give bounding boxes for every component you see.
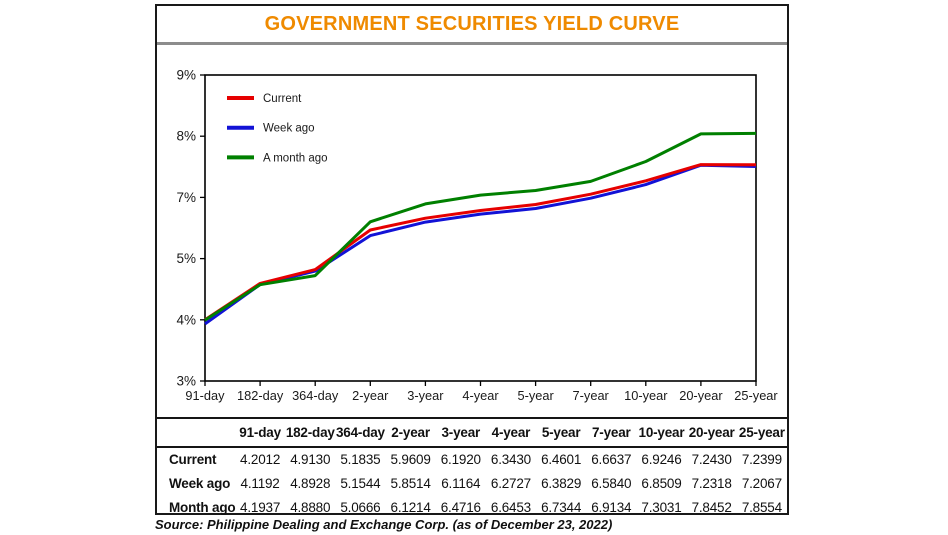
table-cell: 6.8509 [641,475,682,491]
data-table: 91-day 182-day 364-day 2-year 3-year 4-year 5-… [157,417,787,519]
table-cell: 5.8514 [390,475,431,491]
source-note: Source: Philippine Dealing and Exchange … [155,517,613,532]
table-cell: 6.2727 [490,475,531,491]
x-axis-label: 10-year [624,388,668,403]
table-cell: 6.9134 [591,499,632,515]
table-header-cell [157,418,235,448]
title-separator [157,42,787,45]
series-line-week-ago [204,163,757,326]
table-header-cell: 364-day [335,418,386,448]
table-cell: 4.1192 [240,475,280,491]
table-header-row: 91-day 182-day 364-day 2-year 3-year 4-year 5-… [157,418,787,448]
table-cell: 7.2318 [691,475,732,491]
table-cell: 5.1835 [340,452,381,467]
table-cell: 6.4716 [440,499,481,515]
plot-area-border [204,74,757,382]
y-axis-label: 4% [176,312,196,327]
table-cell: 6.1164 [441,475,481,491]
series-line-current [204,163,757,321]
y-axis-label: 5% [176,251,196,266]
table-cell: 6.5840 [591,475,632,491]
table-cell: 4.2012 [240,452,281,467]
x-axis-label: 20-year [679,388,723,403]
table-header-cell: 7-year [586,418,637,448]
row-label: Month ago [169,499,236,515]
table-cell: 6.9246 [641,452,682,467]
x-axis-label: 364-day [292,388,339,403]
y-axis-label: 8% [176,129,196,144]
x-axis-label: 91-day [185,388,225,403]
y-axis-label: 9% [176,68,196,83]
table-header-cell: 4-year [485,418,537,448]
x-axis-label: 3-year [407,388,444,403]
table-cell: 6.1214 [390,499,431,515]
table-header-cell: 2-year [385,418,436,448]
table-cell: 6.3430 [490,452,531,467]
table-cell: 7.8452 [691,499,732,515]
table-header-cell: 10-year [636,418,687,448]
y-axis-label: 3% [176,374,196,389]
x-axis-label: 25-year [734,388,778,403]
table-header-cell: 3-year [435,418,486,448]
table-row: Month ago 4.1937 4.8880 5.0666 6.1214 6.4716 6… [157,495,787,519]
table-header-cell: 5-year [536,418,587,448]
table-cell: 5.9609 [390,452,431,467]
table-header-cell: 20-year [686,418,737,448]
table-cell: 6.3829 [541,475,582,491]
table-cell: 6.6637 [591,452,632,467]
x-axis-label: 2-year [352,388,389,403]
legend-label: Week ago [263,123,315,135]
y-axis-label: 7% [176,190,196,205]
table-cell: 4.9130 [290,452,331,467]
table-cell: 4.8880 [290,499,331,515]
table-row: Week ago 4.1192 4.8928 5.1544 5.8514 6.1164 6.… [157,471,787,495]
row-label: Current [169,452,217,467]
table-body: Current 4.2012 4.9130 5.1835 5.9609 6.1920 6.3… [157,447,787,519]
table-header-cell: 25-year [736,418,787,448]
table-cell: 7.2430 [691,452,732,467]
table-header-cell: 91-day [235,418,286,448]
table-cell: 4.8928 [290,475,331,491]
table-row: 91-day 182-day 364-day 2-year 3-year 4-year 5-… [157,418,787,448]
table-cell: 5.0666 [340,499,381,515]
legend-label: A month ago [263,152,328,164]
table-cell: 7.2067 [741,475,782,491]
table-cell: 4.1937 [240,499,281,515]
chart-title: GOVERNMENT SECURITIES YIELD CURVE [264,13,680,35]
table-cell: 7.8554 [741,499,782,515]
row-label: Week ago [169,475,231,491]
table-cell: 6.7344 [541,499,582,515]
figure-panel: GOVERNMENT SECURITIES YIELD CURVE 9% 8% 7%… [155,4,789,515]
table-cell: 7.3031 [641,499,682,515]
table-cell: 6.4601 [541,452,582,467]
series-line-a-month-ago [204,131,757,322]
legend-label: Current [263,93,302,105]
table-cell: 5.1544 [340,475,381,491]
x-axis-label: 4-year [462,388,499,403]
x-axis-label: 182-day [237,388,284,403]
table-header-cell: 182-day [285,418,336,448]
table-cell: 6.1920 [440,452,481,467]
table-cell: 7.2399 [741,452,782,467]
table-row: Current 4.2012 4.9130 5.1835 5.9609 6.1920 6.3… [157,447,787,471]
yield-curve-chart: 9% 8% 7% 5% 4% 3%91-day 182-day 364-day 2-year 3-… [176,68,778,404]
x-axis-label: 5-year [517,388,554,403]
table-cell: 6.6453 [490,499,531,515]
x-axis-label: 7-year [573,388,610,403]
